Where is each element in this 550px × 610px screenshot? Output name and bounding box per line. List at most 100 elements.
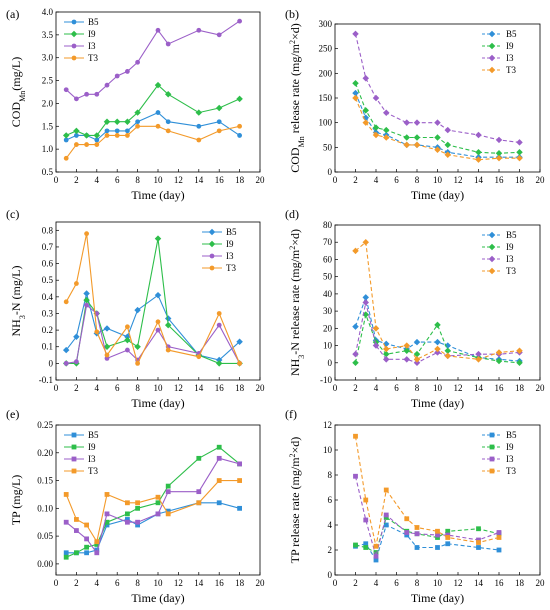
data-point-e-t3 xyxy=(155,494,161,500)
data-point-c-b5 xyxy=(103,325,111,332)
data-point-c-b5 xyxy=(236,338,243,345)
data-point-a-t3 xyxy=(114,133,120,138)
x-tick-label-a: 4 xyxy=(95,175,100,185)
data-point-a-i3 xyxy=(135,59,141,65)
data-point-d-t3 xyxy=(372,325,380,332)
data-point-a-b5 xyxy=(63,137,69,143)
x-tick-label-f: 10 xyxy=(433,578,443,588)
x-tick-label-b: 8 xyxy=(415,175,420,185)
legend-label-c-i9: I9 xyxy=(226,239,234,249)
x-tick-label-b: 6 xyxy=(394,175,399,185)
y-tick-label-a: 2.5 xyxy=(42,76,54,86)
legend-label-e-t3: T3 xyxy=(88,466,98,476)
panel-label-b: (b) xyxy=(285,7,299,21)
data-point-b-i3 xyxy=(444,126,451,134)
data-point-e-i3 xyxy=(237,461,242,467)
panel-e: (e) 0 2 4 6 8 10 12 14 16 18 20 0.00 0.05 0.10 0.15 0.20… xyxy=(6,407,265,605)
data-point-e-t3 xyxy=(237,478,242,483)
data-point-f-b5 xyxy=(435,545,440,550)
data-point-c-b5 xyxy=(154,291,162,299)
data-point-c-b5 xyxy=(62,346,70,354)
data-point-f-i9 xyxy=(476,526,481,532)
x-tick-label-a: 8 xyxy=(135,175,140,185)
data-point-a-i9 xyxy=(215,104,223,112)
y-tick-label-e: 0.20 xyxy=(37,448,53,458)
y-tick-label-e: 0.10 xyxy=(37,503,53,513)
y-tick-label-d: -10 xyxy=(320,375,332,385)
legend-label-d-b5: B5 xyxy=(506,230,517,240)
series-line-f-t3 xyxy=(354,436,500,547)
data-point-b-i9 xyxy=(444,141,451,149)
data-point-a-b5 xyxy=(74,133,79,138)
x-tick-label-e: 20 xyxy=(256,578,266,588)
data-point-a-i9 xyxy=(195,109,203,116)
data-point-c-t3 xyxy=(196,354,202,360)
data-point-a-i3 xyxy=(74,96,79,102)
data-point-a-i9 xyxy=(113,118,121,125)
data-point-b-t3 xyxy=(444,151,451,158)
x-tick-label-f: 8 xyxy=(415,578,420,588)
x-tick-label-a: 20 xyxy=(256,175,266,185)
x-tick-label-c: 20 xyxy=(256,383,266,393)
data-point-e-b5 xyxy=(237,505,242,511)
y-tick-label-a: 4.0 xyxy=(42,7,54,17)
data-point-a-t3 xyxy=(135,123,141,129)
panel-f: (f) 0 2 4 6 8 10 12 14 16 18 20 0 2 4 6 8 10 12 Time (day) T… xyxy=(285,407,545,605)
data-point-b-i3 xyxy=(516,139,523,146)
y-tick-label-b: 50 xyxy=(323,142,333,152)
data-point-f-t3 xyxy=(353,433,358,439)
legend-label-b-t3: T3 xyxy=(506,65,516,75)
y-axis-label-e: TP (mg/L) xyxy=(9,475,23,526)
data-point-a-i3 xyxy=(196,27,202,33)
y-tick-label-d: 50 xyxy=(323,272,333,282)
data-point-b-i9 xyxy=(383,126,390,134)
panel-label-c: (c) xyxy=(6,207,19,221)
y-tick-label-f: 10 xyxy=(323,445,333,455)
data-point-e-t3 xyxy=(74,517,79,522)
legend-label-a-i9: I9 xyxy=(88,29,96,39)
x-tick-label-e: 16 xyxy=(215,578,225,588)
data-point-c-i9 xyxy=(154,235,162,242)
data-point-a-b5 xyxy=(94,137,100,143)
data-point-a-b5 xyxy=(155,110,161,115)
panel-a: (a) 0 2 4 6 8 10 12 14 16 18 20 0.5 1.0 1.5 2.0 2.5 3.0 3.… xyxy=(6,7,265,202)
y-tick-label-d: 60 xyxy=(323,254,333,264)
panel-c: (c)0 2 4 6 8 10 12 14 16 18 20-0.100.10.20.30.40.5… xyxy=(6,207,265,410)
legend-label-a-i3: I3 xyxy=(88,41,96,51)
data-point-e-i9 xyxy=(125,511,130,517)
data-point-f-i3 xyxy=(353,473,358,479)
data-point-d-i3 xyxy=(362,299,369,306)
y-tick-label-d: 20 xyxy=(323,323,333,333)
x-axis-label-e: Time (day) xyxy=(131,591,184,605)
y-tick-label-f: 2 xyxy=(328,545,333,555)
data-point-f-b5 xyxy=(373,557,379,563)
legend-marker-c-b5 xyxy=(208,228,216,236)
data-point-e-i9 xyxy=(63,554,69,560)
data-point-a-i3 xyxy=(84,91,89,97)
data-point-c-b5 xyxy=(73,333,80,340)
y-tick-label-d: 80 xyxy=(323,220,333,230)
data-point-b-i3 xyxy=(352,30,359,38)
data-point-e-b5 xyxy=(125,517,130,522)
x-tick-label-c: 4 xyxy=(95,383,100,393)
y-tick-label-e: 0.00 xyxy=(37,559,53,569)
data-point-f-b5 xyxy=(445,541,451,547)
data-point-e-i3 xyxy=(74,528,79,533)
y-tick-label-f: 12 xyxy=(323,420,332,430)
data-point-d-t3 xyxy=(434,345,441,353)
data-point-e-t3 xyxy=(104,492,110,497)
data-point-a-i9 xyxy=(62,132,70,139)
data-point-d-t3 xyxy=(475,356,482,363)
legend-label-f-t3: T3 xyxy=(506,466,516,476)
y-tick-label-c: 0.6 xyxy=(42,259,54,269)
legend-marker-b-i9 xyxy=(488,42,496,50)
y-tick-label-f: 4 xyxy=(328,520,333,530)
data-point-c-t3 xyxy=(94,329,100,335)
x-tick-label-f: 14 xyxy=(474,578,484,588)
data-point-a-i9 xyxy=(124,118,131,125)
data-point-f-t3 xyxy=(363,497,369,503)
y-tick-label-e: 0.15 xyxy=(37,476,53,486)
x-tick-label-c: 6 xyxy=(115,383,120,393)
data-point-d-i9 xyxy=(352,359,359,367)
